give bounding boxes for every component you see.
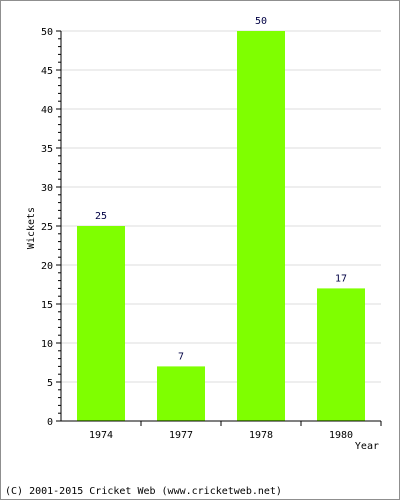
bar-data-label: 25 (95, 211, 107, 222)
bar-1980 (317, 288, 365, 421)
y-tick-label: 20 (41, 261, 53, 272)
y-tick-label: 0 (47, 417, 53, 428)
y-axis-title: Wickets (26, 207, 37, 249)
bar-1974 (77, 226, 125, 421)
y-tick-label: 5 (47, 378, 53, 389)
y-tick-label: 30 (41, 183, 53, 194)
y-tick-label: 15 (41, 300, 53, 311)
y-tick-label: 45 (41, 66, 53, 77)
bars (77, 31, 365, 421)
x-tick-label: 1977 (169, 430, 193, 441)
copyright-text: (C) 2001-2015 Cricket Web (www.cricketwe… (5, 486, 282, 497)
bar-data-label: 50 (255, 16, 267, 27)
x-axis-title: Year (355, 441, 379, 452)
axes (56, 30, 382, 426)
y-tick-label: 50 (41, 27, 53, 38)
bar-1978 (237, 31, 285, 421)
bar-data-label: 17 (335, 273, 347, 284)
labels: 0 5 10 15 20 25 30 35 40 45 50 25 1974 7 1977 50 1978 17 1… (41, 16, 353, 441)
x-tick-label: 1978 (249, 430, 273, 441)
y-tick-label: 10 (41, 339, 53, 350)
y-tick-label: 35 (41, 144, 53, 155)
x-tick-label: 1980 (329, 430, 353, 441)
x-tick-label: 1974 (89, 430, 113, 441)
bar-1977 (157, 366, 205, 421)
y-tick-label: 40 (41, 105, 53, 116)
bar-data-label: 7 (178, 351, 184, 362)
y-tick-label: 25 (41, 222, 53, 233)
